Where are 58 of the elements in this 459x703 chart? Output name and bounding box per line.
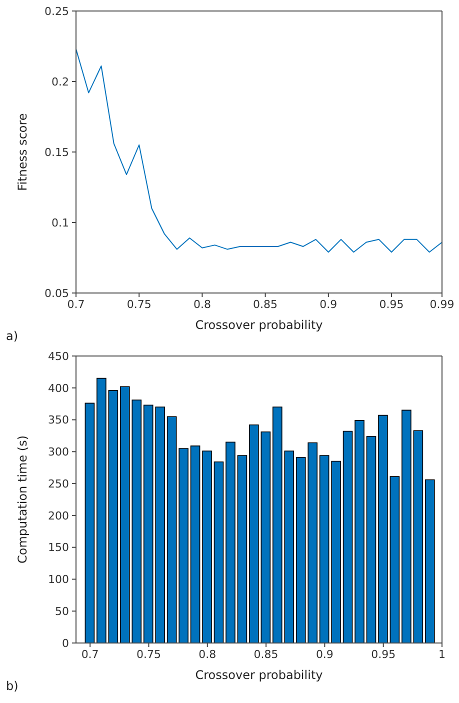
text: b) (6, 679, 18, 693)
y-tick-label: 0 (62, 636, 69, 650)
y-tick-label: 350 (48, 414, 69, 427)
bar (402, 410, 412, 643)
y-tick-label: 100 (48, 573, 69, 586)
y-tick-label: 450 (48, 350, 69, 363)
bar (342, 430, 353, 643)
bar (425, 479, 435, 643)
bar (214, 461, 224, 643)
y-tick-label: 150 (48, 541, 69, 554)
x-tick-label: 0.99 (430, 298, 454, 311)
bar (378, 414, 388, 643)
bar (108, 390, 118, 643)
bar (84, 402, 95, 643)
x-tick-label: 0.9 (316, 648, 334, 661)
y-axis-title: Fitness score (15, 113, 30, 191)
y-tick-label: 0.1 (52, 216, 69, 230)
x-tick-label: 0.8 (193, 298, 211, 311)
y-tick-label: 300 (48, 446, 69, 459)
bar (366, 436, 376, 643)
bar (96, 378, 106, 643)
y-axis-title: Computation time (s) (15, 435, 30, 564)
x-tick-label: 0.75 (126, 298, 152, 311)
y-tick-label: 400 (48, 382, 69, 395)
x-tick-label: 0.85 (254, 648, 278, 661)
bar (166, 416, 177, 643)
bar (202, 450, 212, 643)
bar (226, 442, 236, 643)
x-tick-label: 0.9 (320, 298, 338, 311)
y-tick-label: 200 (48, 509, 69, 522)
x-tick-label: 0.7 (81, 648, 99, 661)
bar (260, 431, 271, 643)
y-tick-label: 0.2 (52, 75, 69, 88)
x-tick-label: 1 (438, 648, 446, 661)
text: a) (6, 329, 18, 343)
x-tick-label: 0.7 (67, 298, 85, 311)
bar (413, 430, 424, 643)
bar (237, 455, 248, 643)
y-tick-label: 50 (55, 605, 69, 618)
x-axis-title: Crossover probability (195, 318, 323, 332)
line-series (76, 48, 442, 253)
bar (190, 446, 200, 643)
x-tick-label: 0.75 (136, 648, 161, 661)
bar (354, 420, 364, 643)
x-tick-label: 0.95 (371, 648, 396, 661)
y-tick-label: 0.15 (44, 146, 69, 159)
x-axis-title: Crossover probability (195, 668, 323, 682)
bar (319, 455, 330, 643)
x-tick-label: 0.8 (198, 648, 216, 661)
y-tick-label: 0.05 (44, 286, 69, 300)
x-tick-label: 0.85 (253, 298, 278, 311)
bar (249, 424, 259, 643)
y-tick-label: 0.25 (44, 4, 69, 18)
y-tick-label: 250 (48, 477, 69, 490)
bar (178, 448, 188, 643)
bar (390, 476, 400, 643)
x-tick-label: 0.95 (379, 298, 404, 311)
bar (331, 460, 341, 643)
